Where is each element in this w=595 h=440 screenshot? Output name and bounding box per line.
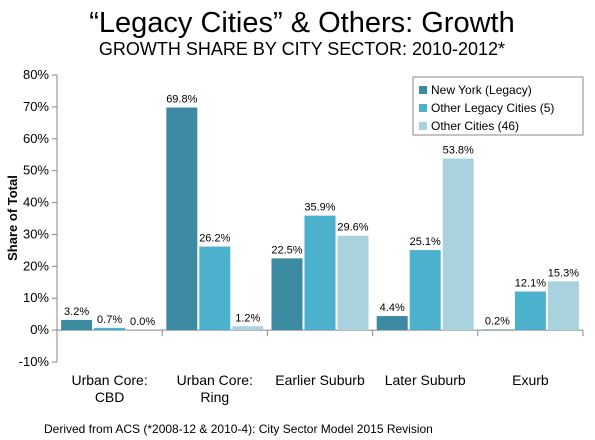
legend-label: Other Cities (46) (431, 119, 519, 133)
x-tick-label: Exurb (512, 372, 549, 388)
data-label: 29.6% (337, 222, 368, 234)
chart-subtitle: GROWTH SHARE BY CITY SECTOR: 2010-2012* (99, 39, 505, 59)
x-tick-label: Earlier Suburb (275, 372, 365, 388)
bars: 3.2% 69.8% 22.5% 4.4% 0.2% 0.7% 26.2% 35.9% 25.1… (61, 94, 579, 331)
bar (547, 281, 579, 331)
y-tick-label: 40% (23, 195, 49, 210)
source-note: Derived from ACS (*2008-12 & 2010-4): Ci… (44, 422, 433, 436)
data-label: 15.3% (548, 267, 579, 279)
data-label: 25.1% (410, 236, 441, 248)
bar (94, 327, 126, 331)
legend-swatch (419, 122, 427, 130)
bar (166, 107, 198, 331)
y-tick-label: 0% (30, 322, 49, 337)
x-tick-label: Urban Core: (71, 372, 147, 388)
data-label: 3.2% (64, 306, 89, 318)
x-tick-label: Urban Core: (177, 372, 253, 388)
y-tick-label: 30% (23, 226, 49, 241)
y-tick-label: 20% (23, 258, 49, 273)
bar (232, 326, 264, 331)
data-label: 12.1% (515, 278, 546, 290)
y-tick-label: 10% (23, 290, 49, 305)
bar (481, 329, 513, 331)
legend-swatch (419, 104, 427, 112)
bar (376, 316, 408, 331)
legend-label: Other Legacy Cities (5) (431, 101, 554, 115)
bar (199, 246, 231, 331)
y-tick-label: 80% (23, 67, 49, 82)
data-label: 69.8% (166, 94, 197, 106)
data-label: 53.8% (443, 145, 474, 157)
chart-title: “Legacy Cities” & Others: Growth (89, 7, 514, 39)
bar (514, 291, 546, 331)
data-label: 0.7% (97, 314, 122, 326)
x-tick-label: CBD (95, 389, 125, 405)
data-label: 22.5% (271, 244, 302, 256)
legend-label: New York (Legacy) (431, 83, 532, 97)
y-axis-label: Share of Total (5, 175, 20, 261)
data-label: 26.2% (199, 233, 230, 245)
y-tick-label: -10% (19, 354, 50, 369)
bar (271, 258, 303, 331)
legend-swatch (419, 86, 427, 94)
legend: New York (Legacy) Other Legacy Cities (5)… (412, 76, 584, 136)
bar (442, 158, 474, 331)
x-tick-label: Later Suburb (385, 372, 466, 388)
bar (337, 235, 369, 331)
y-tick-label: 50% (23, 163, 49, 178)
data-label: 4.4% (380, 302, 405, 314)
bar (409, 250, 441, 331)
data-label: 1.2% (235, 312, 260, 324)
bar (61, 319, 93, 331)
legend-box (412, 76, 584, 136)
x-tick-label: Ring (200, 389, 229, 405)
y-tick-label: 60% (23, 131, 49, 146)
data-label: 0.0% (130, 316, 155, 328)
data-label: 35.9% (304, 202, 335, 214)
axes: -10% 0% 10% 20% 30% 40% 50% 60% 70% 80% Urban Core… (19, 67, 584, 405)
bar (304, 215, 336, 331)
y-tick-label: 70% (23, 99, 49, 114)
data-label: 0.2% (485, 315, 510, 327)
